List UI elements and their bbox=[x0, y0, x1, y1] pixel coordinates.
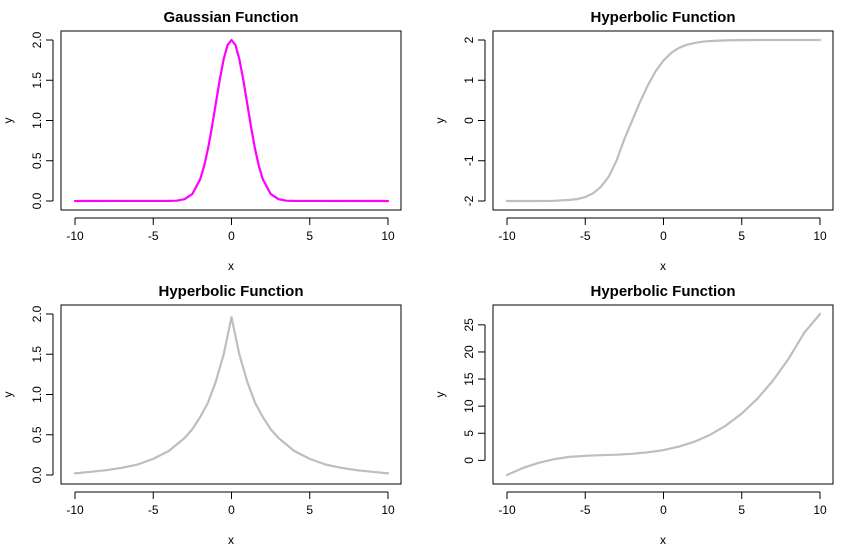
y-tick-label: 0 bbox=[462, 457, 476, 464]
x-tick-label: 10 bbox=[381, 229, 395, 243]
y-tick-label: 2 bbox=[462, 36, 476, 43]
x-tick-label: -5 bbox=[580, 229, 591, 243]
plot-frame bbox=[492, 304, 834, 485]
y-tick-label: 0.0 bbox=[30, 192, 44, 209]
x-tick-label: -5 bbox=[148, 229, 159, 243]
chart-title: Gaussian Function bbox=[163, 9, 298, 26]
y-tick-label: -2 bbox=[462, 195, 476, 206]
chart-title: Hyperbolic Function bbox=[590, 9, 735, 26]
series-line bbox=[505, 312, 822, 477]
x-axis: -10 -5 0 5 10 bbox=[66, 491, 395, 517]
panel-hyperbolic-growth: Hyperbolic Function -10 -5 0 5 10 x 0 5 10 15 20 25 y bbox=[433, 283, 834, 547]
x-axis: -10 -5 0 5 10 bbox=[498, 491, 827, 517]
x-tick-label: 5 bbox=[306, 229, 313, 243]
x-tick-label: 5 bbox=[306, 503, 313, 517]
series-line bbox=[505, 38, 822, 203]
x-tick-label: 5 bbox=[738, 503, 745, 517]
x-tick-label: 0 bbox=[660, 229, 667, 243]
y-tick-label: 10 bbox=[462, 399, 476, 413]
y-axis: 0 5 10 15 20 25 bbox=[462, 318, 486, 464]
y-tick-label: 0.5 bbox=[30, 426, 44, 443]
x-tick-label: -10 bbox=[498, 503, 516, 517]
series-line bbox=[73, 316, 390, 475]
x-tick-label: 10 bbox=[381, 503, 395, 517]
y-tick-label: 20 bbox=[462, 345, 476, 359]
x-tick-label: -5 bbox=[580, 503, 591, 517]
panel-hyperbolic-peak: Hyperbolic Function -10 -5 0 5 10 x 0.0 0.5 1.0 1.… bbox=[1, 283, 402, 547]
y-axis: 0.0 0.5 1.0 1.5 2.0 bbox=[30, 305, 54, 483]
x-tick-label: 0 bbox=[228, 229, 235, 243]
x-tick-label: 5 bbox=[738, 229, 745, 243]
x-axis: -10 -5 0 5 10 bbox=[66, 217, 395, 243]
x-axis-label: x bbox=[660, 259, 666, 273]
y-axis-label: y bbox=[433, 392, 447, 398]
x-tick-label: 10 bbox=[813, 229, 827, 243]
y-tick-label: 2.0 bbox=[30, 31, 44, 48]
y-tick-label: 1.5 bbox=[30, 346, 44, 363]
plot-frame bbox=[492, 30, 834, 211]
x-tick-label: -10 bbox=[498, 229, 516, 243]
y-tick-label: 1.0 bbox=[30, 112, 44, 129]
plot-frame bbox=[60, 304, 402, 485]
x-axis-label: x bbox=[660, 533, 666, 547]
x-axis-label: x bbox=[228, 533, 234, 547]
y-tick-label: 2.0 bbox=[30, 305, 44, 322]
x-tick-label: -5 bbox=[148, 503, 159, 517]
y-tick-label: 1.5 bbox=[30, 72, 44, 89]
y-tick-label: 15 bbox=[462, 372, 476, 386]
chart-title: Hyperbolic Function bbox=[590, 283, 735, 300]
y-tick-label: 0 bbox=[462, 117, 476, 124]
y-tick-label: 25 bbox=[462, 318, 476, 332]
y-tick-label: 5 bbox=[462, 430, 476, 437]
x-tick-label: -10 bbox=[66, 503, 84, 517]
x-tick-label: 0 bbox=[660, 503, 667, 517]
y-axis: -2 -1 0 1 2 bbox=[462, 36, 486, 206]
y-axis: 0.0 0.5 1.0 1.5 2.0 bbox=[30, 31, 54, 209]
panel-gaussian: Gaussian Function -10 -5 0 5 10 x 0.0 0.5 1.0 1.5 2… bbox=[1, 9, 402, 273]
x-tick-label: 10 bbox=[813, 503, 827, 517]
chart-title: Hyperbolic Function bbox=[158, 283, 303, 300]
y-tick-label: -1 bbox=[462, 155, 476, 166]
y-tick-label: 0.5 bbox=[30, 152, 44, 169]
x-tick-label: -10 bbox=[66, 229, 84, 243]
x-axis-label: x bbox=[228, 259, 234, 273]
y-tick-label: 1.0 bbox=[30, 386, 44, 403]
series-line bbox=[73, 38, 390, 203]
y-axis-label: y bbox=[433, 118, 447, 124]
x-tick-label: 0 bbox=[228, 503, 235, 517]
y-tick-label: 0.0 bbox=[30, 466, 44, 483]
y-tick-label: 1 bbox=[462, 77, 476, 84]
y-axis-label: y bbox=[1, 392, 15, 398]
plot-frame bbox=[60, 30, 402, 211]
y-axis-label: y bbox=[1, 118, 15, 124]
x-axis: -10 -5 0 5 10 bbox=[498, 217, 827, 243]
